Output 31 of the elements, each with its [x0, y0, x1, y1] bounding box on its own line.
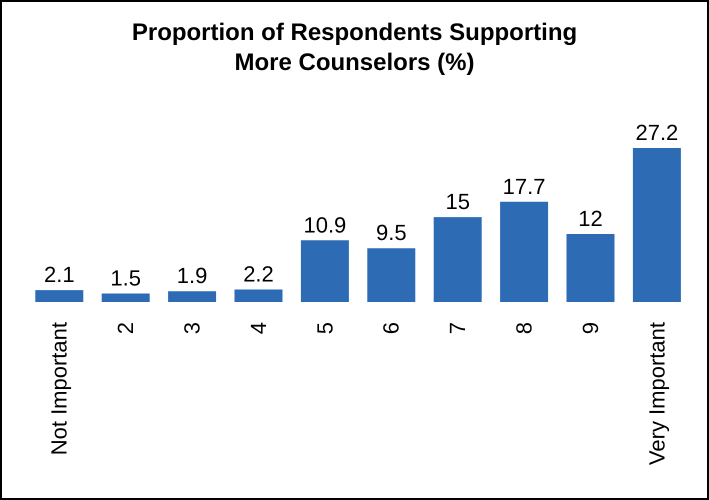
- bar: [566, 234, 614, 302]
- x-tick-label: 6: [378, 322, 404, 334]
- x-tick-label: 9: [578, 322, 603, 334]
- data-label: 1.9: [176, 263, 208, 288]
- data-label: 1.5: [110, 266, 141, 291]
- bar: [168, 291, 216, 302]
- chart-title: Proportion of Respondents Supporting More Counselors (%): [130, 18, 578, 78]
- x-tick-label: 3: [180, 322, 204, 334]
- x-tick-label: 7: [445, 322, 470, 334]
- bar: [632, 148, 681, 302]
- data-label: 2.2: [243, 262, 274, 287]
- x-tick-label: 4: [246, 322, 271, 334]
- data-label: 27.2: [635, 120, 678, 145]
- x-tick-label: 2: [113, 322, 138, 334]
- data-label: 15: [445, 189, 470, 214]
- data-label: 17.7: [502, 174, 546, 199]
- bar: [300, 240, 349, 302]
- data-label: 9.5: [376, 220, 407, 246]
- bar: [367, 248, 416, 302]
- x-tick-label: 8: [512, 322, 536, 334]
- bar: [102, 294, 150, 302]
- x-tick-label: Not Important: [46, 322, 72, 456]
- bar: [234, 290, 282, 302]
- x-tick-label: Very Important: [644, 322, 670, 466]
- x-tick-label: 5: [312, 322, 338, 334]
- data-label: 12: [578, 206, 603, 232]
- bar: [434, 217, 482, 302]
- data-label: 10.9: [303, 212, 346, 238]
- bar: [500, 202, 548, 302]
- data-label: 2.1: [44, 262, 75, 288]
- bar: [35, 290, 84, 302]
